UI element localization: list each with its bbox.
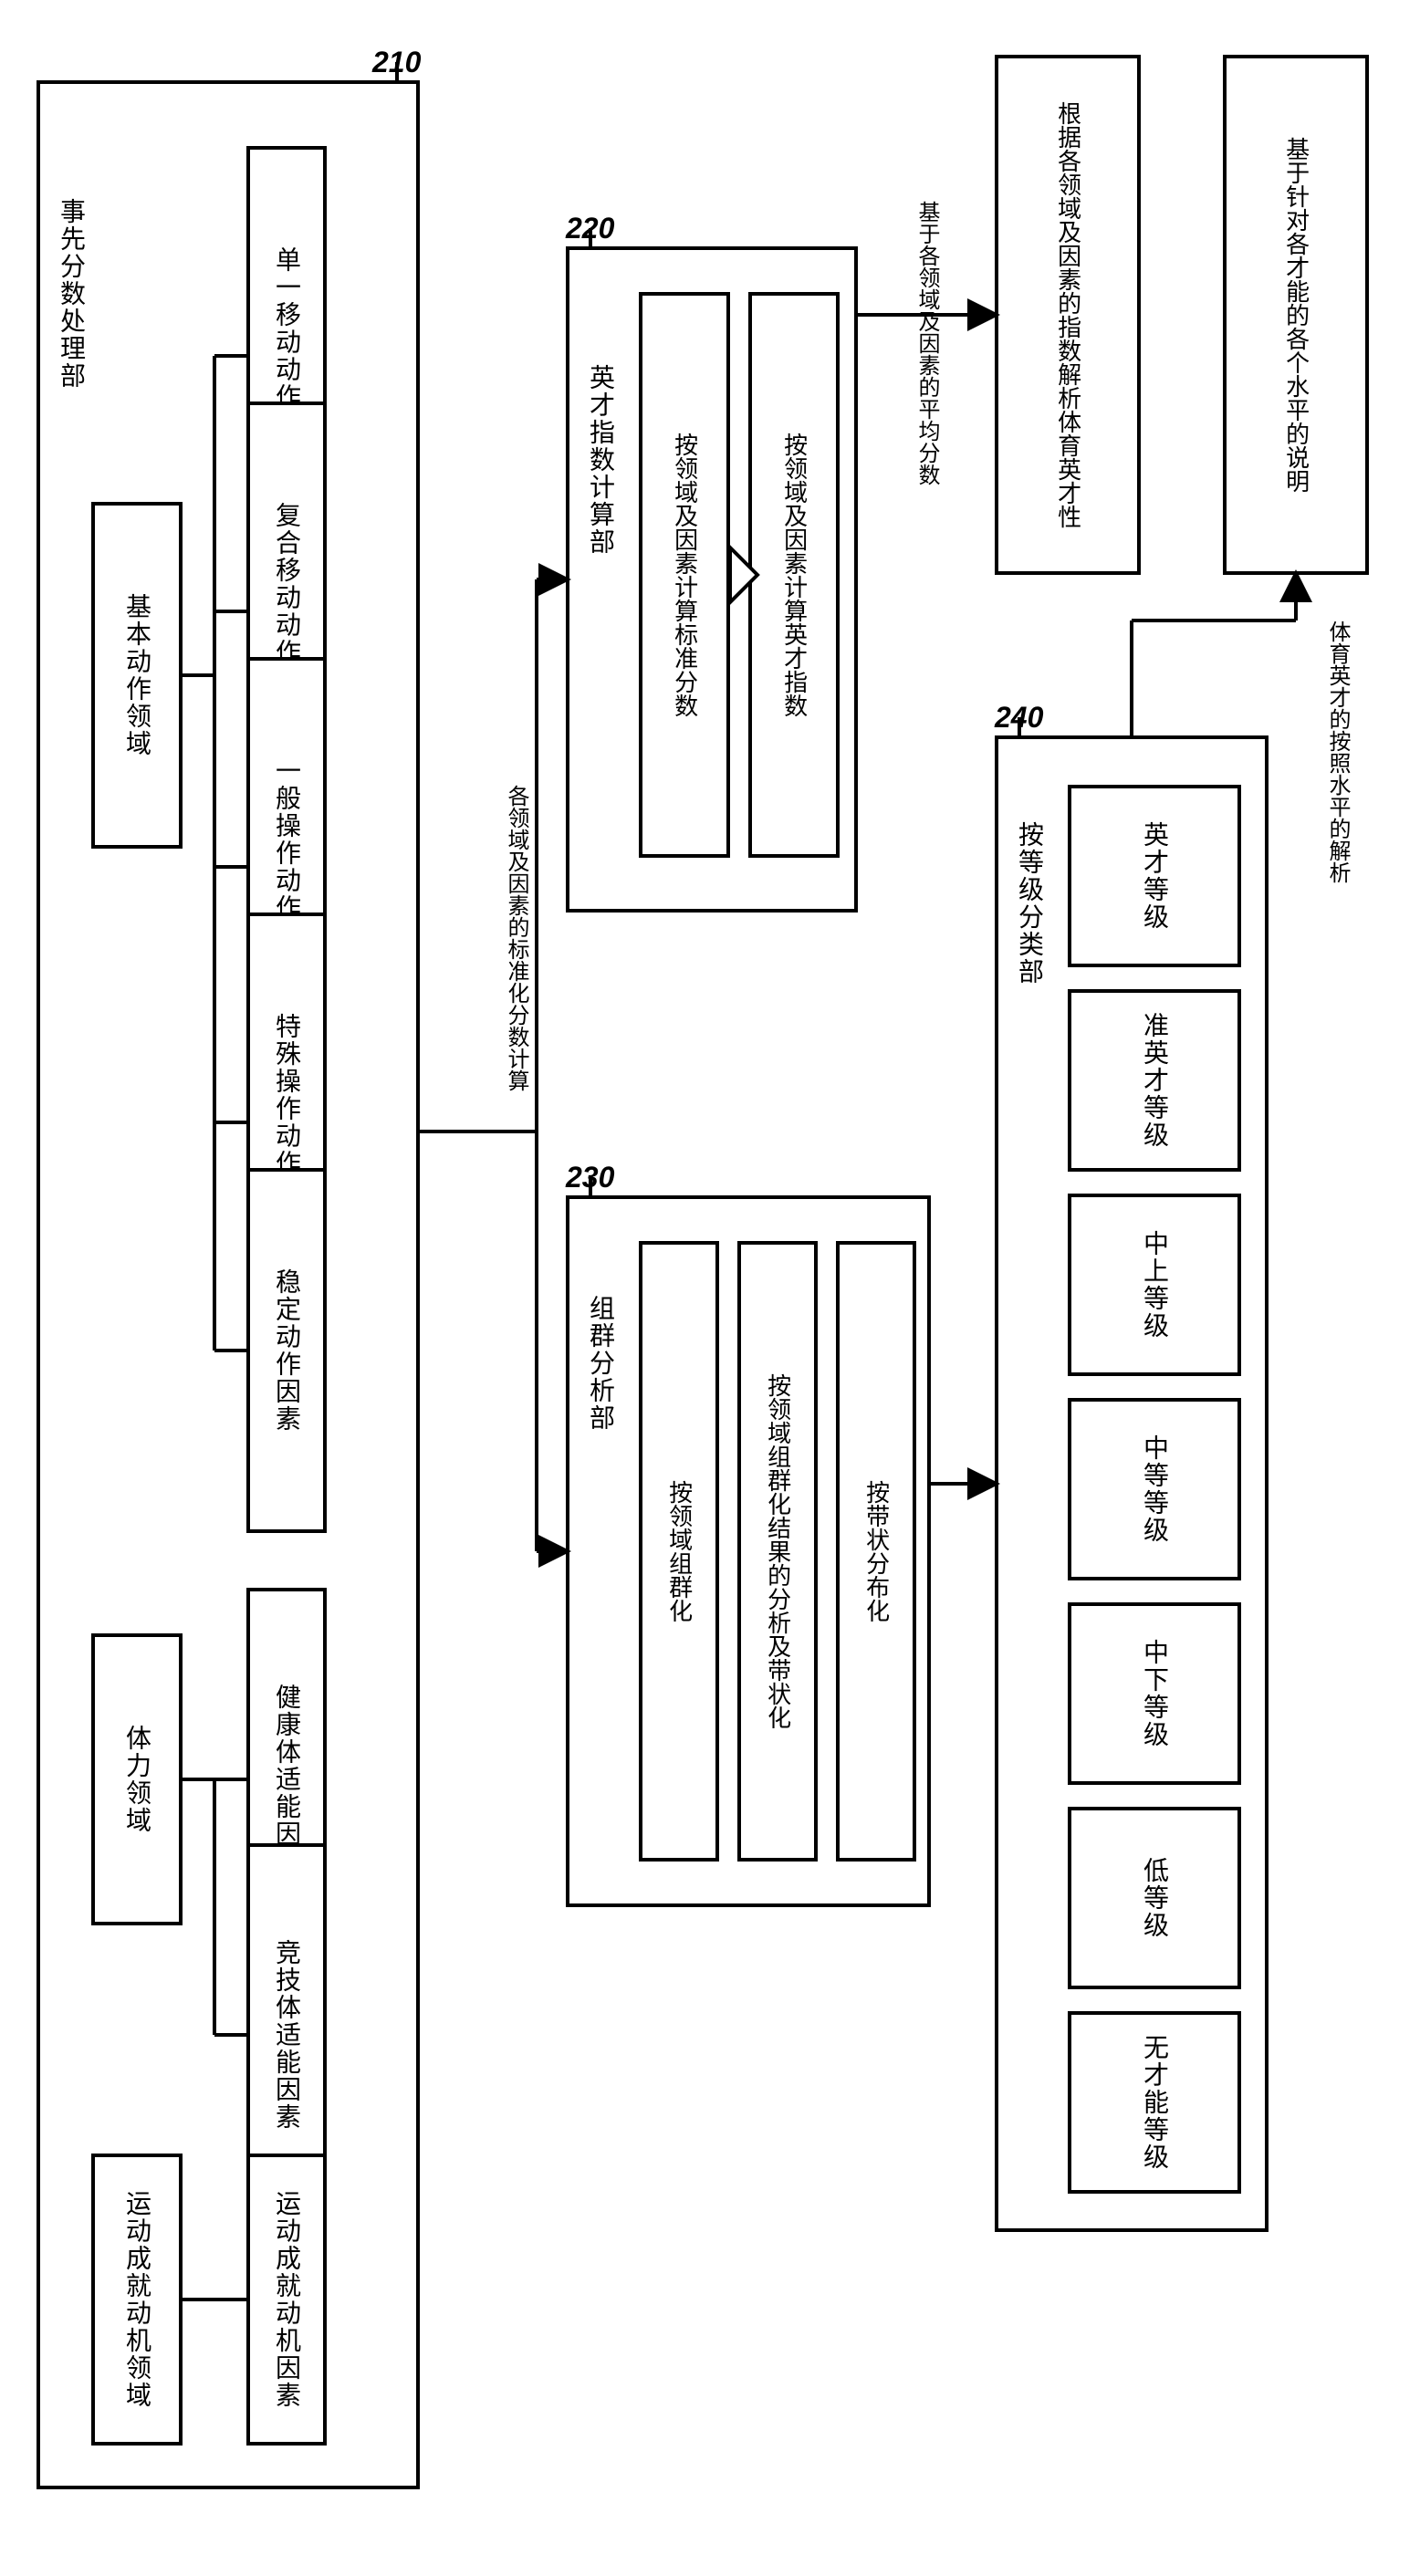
block-230-title: 组群分析部: [582, 1226, 619, 1500]
block-240-title: 按等级分类部: [1011, 767, 1048, 1040]
domain-achievement: 运动成就动机领域: [91, 2154, 183, 2446]
factor-stable-motion: 稳定动作因素: [246, 1168, 327, 1533]
diagram-canvas: 210 220 230 240 事先分数处理部 基本动作领域 体力领域 运动成就…: [37, 37, 1383, 2539]
label-210: 210: [372, 46, 421, 79]
output-domain-factor-analysis: 根据各领域及因素的指数解析体育英才性: [995, 55, 1141, 575]
domain-fitness: 体力领域: [91, 1633, 183, 1925]
grade-quasi-talent: 准英才等级: [1068, 989, 1241, 1172]
domain-basic-motion: 基本动作领域: [91, 502, 183, 849]
step-calc-std-score: 按领域及因素计算标准分数: [639, 292, 730, 858]
label-220: 220: [566, 212, 614, 245]
grade-upper-mid: 中上等级: [1068, 1194, 1241, 1376]
grade-low: 低等级: [1068, 1807, 1241, 1989]
grade-talent: 英才等级: [1068, 785, 1241, 967]
block-220-title: 英才指数计算部: [582, 277, 619, 642]
output-level-explanation: 基于针对各才能的各个水平的说明: [1223, 55, 1369, 575]
grade-no-talent: 无才能等级: [1068, 2011, 1241, 2194]
grade-lower-mid: 中下等级: [1068, 1602, 1241, 1785]
step-band-distribution: 按带状分布化: [836, 1241, 916, 1862]
label-240: 240: [995, 701, 1043, 735]
block-210-title: 事先分数处理部: [53, 111, 89, 476]
edge-label-avg-score: 基于各领域及因素的平均分数: [876, 201, 940, 485]
block-210: 事先分数处理部: [37, 80, 420, 2489]
step-calc-talent-index: 按领域及因素计算英才指数: [748, 292, 840, 858]
step-group-analysis-banding: 按领域组群化结果的分析及带状化: [737, 1241, 818, 1862]
edge-label-level-analysis: 体育英才的按照水平的解析: [1287, 621, 1351, 883]
grade-mid: 中等等级: [1068, 1398, 1241, 1580]
label-230: 230: [566, 1161, 614, 1194]
step-group-by-domain: 按领域组群化: [639, 1241, 719, 1862]
edge-label-std-score-calc: 各领域及因素的标准化分数计算: [465, 785, 529, 1091]
factor-achievement-motive: 运动成就动机因素: [246, 2154, 327, 2446]
